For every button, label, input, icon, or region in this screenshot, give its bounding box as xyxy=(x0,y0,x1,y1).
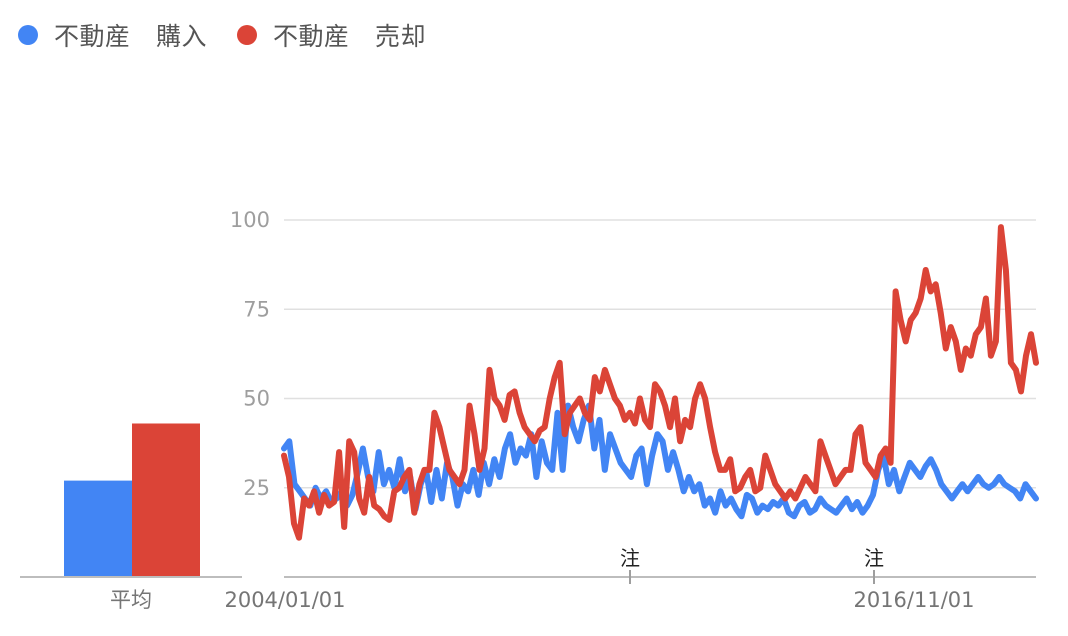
annotations: 注注 xyxy=(620,546,884,584)
legend-dot-sale xyxy=(237,25,258,45)
legend-label-purchase: 不動産 購入 xyxy=(54,22,208,51)
average-label: 平均 xyxy=(110,588,152,612)
legend: 不動産 購入 不動産 売却 xyxy=(18,18,456,52)
gridlines xyxy=(284,219,1036,489)
series-lines xyxy=(281,224,1039,541)
line-panel: 255075100 注注 2004/01/01 2016/11/01 xyxy=(224,208,1039,612)
average-panel: 平均 xyxy=(20,423,242,612)
legend-label-sale: 不動産 売却 xyxy=(273,22,427,51)
y-tick-100: 100 xyxy=(230,208,270,232)
annotation-label-2[interactable]: 注 xyxy=(864,546,884,570)
legend-item-sale[interactable]: 不動産 売却 xyxy=(237,17,426,53)
y-tick-25: 25 xyxy=(243,476,270,500)
x-tick-start: 2004/01/01 xyxy=(224,588,345,612)
annotation-label-1[interactable]: 注 xyxy=(620,546,640,570)
legend-item-purchase[interactable]: 不動産 購入 xyxy=(18,17,207,53)
series-line-sale[interactable] xyxy=(281,224,1039,541)
average-bar-purchase[interactable] xyxy=(64,480,132,577)
y-tick-75: 75 xyxy=(243,297,270,321)
series-line-purchase[interactable] xyxy=(281,402,1039,520)
y-axis-ticks: 25 50 75 100 xyxy=(230,208,270,500)
y-tick-50: 50 xyxy=(243,387,270,411)
average-bar-sale[interactable] xyxy=(132,423,200,577)
x-tick-2016: 2016/11/01 xyxy=(853,588,974,612)
legend-dot-purchase xyxy=(18,25,38,45)
